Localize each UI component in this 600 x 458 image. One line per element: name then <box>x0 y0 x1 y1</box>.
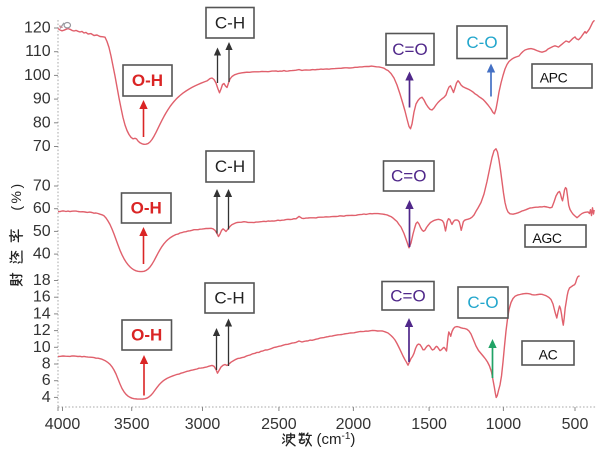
svg-text:40: 40 <box>33 246 51 263</box>
svg-text:70: 70 <box>33 138 51 155</box>
svg-text:C-O: C-O <box>466 33 497 52</box>
svg-text:3000: 3000 <box>185 416 221 433</box>
svg-text:O-H: O-H <box>131 199 162 218</box>
svg-text:6: 6 <box>42 372 51 389</box>
svg-text:O-H: O-H <box>132 71 163 90</box>
svg-text:C-O: C-O <box>467 293 498 312</box>
svg-text:90: 90 <box>33 91 51 108</box>
svg-text:C=O: C=O <box>392 40 427 59</box>
svg-text:C-H: C-H <box>215 13 245 32</box>
svg-text:O-H: O-H <box>131 326 162 345</box>
svg-text:AC: AC <box>539 347 558 363</box>
svg-text:1000: 1000 <box>486 416 522 433</box>
svg-text:(%): (%) <box>8 181 24 210</box>
svg-text:APC: APC <box>540 70 568 86</box>
svg-text:10: 10 <box>33 339 51 356</box>
svg-text:C=O: C=O <box>391 167 426 186</box>
svg-text:1500: 1500 <box>411 416 447 433</box>
svg-text:16: 16 <box>33 289 51 306</box>
svg-text:14: 14 <box>33 305 51 322</box>
svg-text:2500: 2500 <box>261 416 297 433</box>
svg-text:(cm-1): (cm-1) <box>317 431 356 448</box>
svg-text:60: 60 <box>33 200 51 217</box>
svg-text:12: 12 <box>33 322 51 339</box>
svg-text:4000: 4000 <box>45 416 81 433</box>
svg-text:3500: 3500 <box>114 416 150 433</box>
svg-text:2000: 2000 <box>336 416 372 433</box>
svg-text:70: 70 <box>33 178 51 195</box>
svg-text:4: 4 <box>42 389 51 406</box>
svg-text:8: 8 <box>42 356 51 373</box>
svg-text:100: 100 <box>24 67 51 84</box>
svg-text:80: 80 <box>33 114 51 131</box>
svg-text:C-H: C-H <box>214 289 244 308</box>
svg-text:500: 500 <box>562 416 589 433</box>
svg-text:120: 120 <box>24 20 51 37</box>
svg-text:18: 18 <box>33 272 51 289</box>
svg-text:AGC: AGC <box>532 230 561 246</box>
svg-text:110: 110 <box>25 43 51 60</box>
svg-text:C=O: C=O <box>390 286 425 305</box>
svg-text:50: 50 <box>33 223 51 240</box>
svg-text:C-H: C-H <box>215 157 245 176</box>
